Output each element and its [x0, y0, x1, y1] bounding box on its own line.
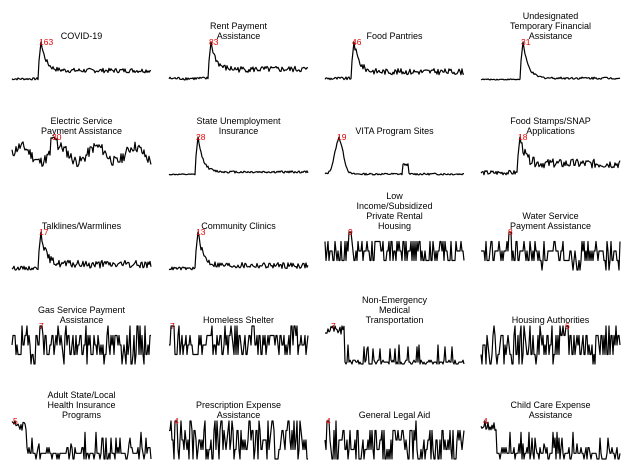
- panel-title: Water Service Payment Assistance: [510, 211, 591, 231]
- panel-title: Talklines/Warmlines: [42, 221, 122, 231]
- panel-4: Undesignated Temporary Financial Assistanc…: [481, 11, 620, 80]
- panel-11: Low Income/Subsidized Private Rental Housin…: [325, 191, 464, 261]
- panel-19: General Legal Aid 4: [325, 410, 464, 459]
- panel-series-line: [481, 421, 620, 459]
- panel-peak-label: 5: [13, 416, 18, 426]
- panel-peak-label: 6: [565, 321, 570, 331]
- panel-series-line: [481, 232, 620, 270]
- panel-7: VITA Program Sites 19: [325, 126, 464, 175]
- panel-peak-label: 4: [326, 416, 331, 426]
- panel-peak-label: 46: [352, 37, 362, 47]
- panel-series-line: [169, 137, 308, 175]
- panel-peak-label: 7: [331, 321, 336, 331]
- panel-peak-label: 7: [170, 321, 175, 331]
- panel-title: Rent Payment Assistance: [210, 21, 268, 41]
- panel-title: Food Pantries: [366, 31, 423, 41]
- panel-peak-label: 17: [39, 227, 49, 237]
- panel-title: Housing Authorities: [512, 315, 590, 325]
- panel-peak-label: 9: [348, 227, 353, 237]
- panel-series-line: [325, 421, 464, 459]
- panel-title: Homeless Shelter: [203, 315, 274, 325]
- panel-series-line: [325, 326, 464, 364]
- panel-title: VITA Program Sites: [355, 126, 434, 136]
- panel-series-line: [12, 326, 151, 364]
- panel-title: General Legal Aid: [359, 410, 431, 420]
- panel-peak-label: 13: [196, 227, 206, 237]
- panel-title: Gas Service Payment Assistance: [38, 305, 126, 325]
- panel-peak-label: 163: [39, 37, 53, 47]
- panel-series-line: [325, 42, 464, 80]
- panel-3: Food Pantries 46: [325, 31, 464, 80]
- panel-peak-label: 7: [39, 321, 44, 331]
- panel-15: Non-Emergency Medical Transportation 7: [325, 295, 464, 364]
- panel-title: State Unemployment Insurance: [196, 116, 281, 136]
- panel-peak-label: 4: [483, 416, 488, 426]
- panel-20: Child Care Expense Assistance 4: [481, 400, 620, 459]
- panel-title: Low Income/Subsidized Private Rental Housin…: [356, 191, 432, 231]
- panel-title: Community Clinics: [201, 221, 276, 231]
- panel-title: Prescription Expense Assistance: [196, 400, 281, 420]
- panel-14: Homeless Shelter 7: [169, 315, 308, 355]
- panel-series-line: [481, 42, 620, 80]
- panel-peak-label: 4: [174, 416, 179, 426]
- panel-18: Prescription Expense Assistance 4: [169, 400, 308, 459]
- panel-17: Adult State/Local Health Insurance Program…: [12, 390, 151, 459]
- panel-peak-label: 83: [209, 37, 219, 47]
- panel-series-line: [12, 421, 151, 459]
- panel-series-line: [169, 421, 308, 459]
- panel-peak-label: 8: [508, 227, 513, 237]
- panel-series-line: [325, 232, 464, 261]
- panel-peak-label: 18: [518, 132, 528, 142]
- panel-series-line: [481, 326, 620, 364]
- panel-series-line: [12, 232, 151, 270]
- panel-peak-label: 31: [521, 37, 531, 47]
- panel-series-line: [12, 42, 151, 80]
- panel-peak-label: 28: [196, 132, 206, 142]
- panel-series-line: [12, 137, 151, 167]
- panel-title: Non-Emergency Medical Transportation: [362, 295, 428, 325]
- panel-series-line: [325, 137, 464, 175]
- panel-series-line: [169, 326, 308, 355]
- panel-title: Adult State/Local Health Insurance Program…: [47, 390, 115, 420]
- panel-series-line: [169, 232, 308, 270]
- panel-peak-label: 19: [337, 132, 347, 142]
- panel-title: COVID-19: [61, 31, 103, 41]
- panel-title: Child Care Expense Assistance: [510, 400, 590, 420]
- panel-peak-label: 30: [52, 132, 62, 142]
- panel-series-line: [481, 137, 620, 175]
- panel-1: COVID-19 163: [12, 31, 151, 80]
- panel-series-line: [169, 42, 308, 80]
